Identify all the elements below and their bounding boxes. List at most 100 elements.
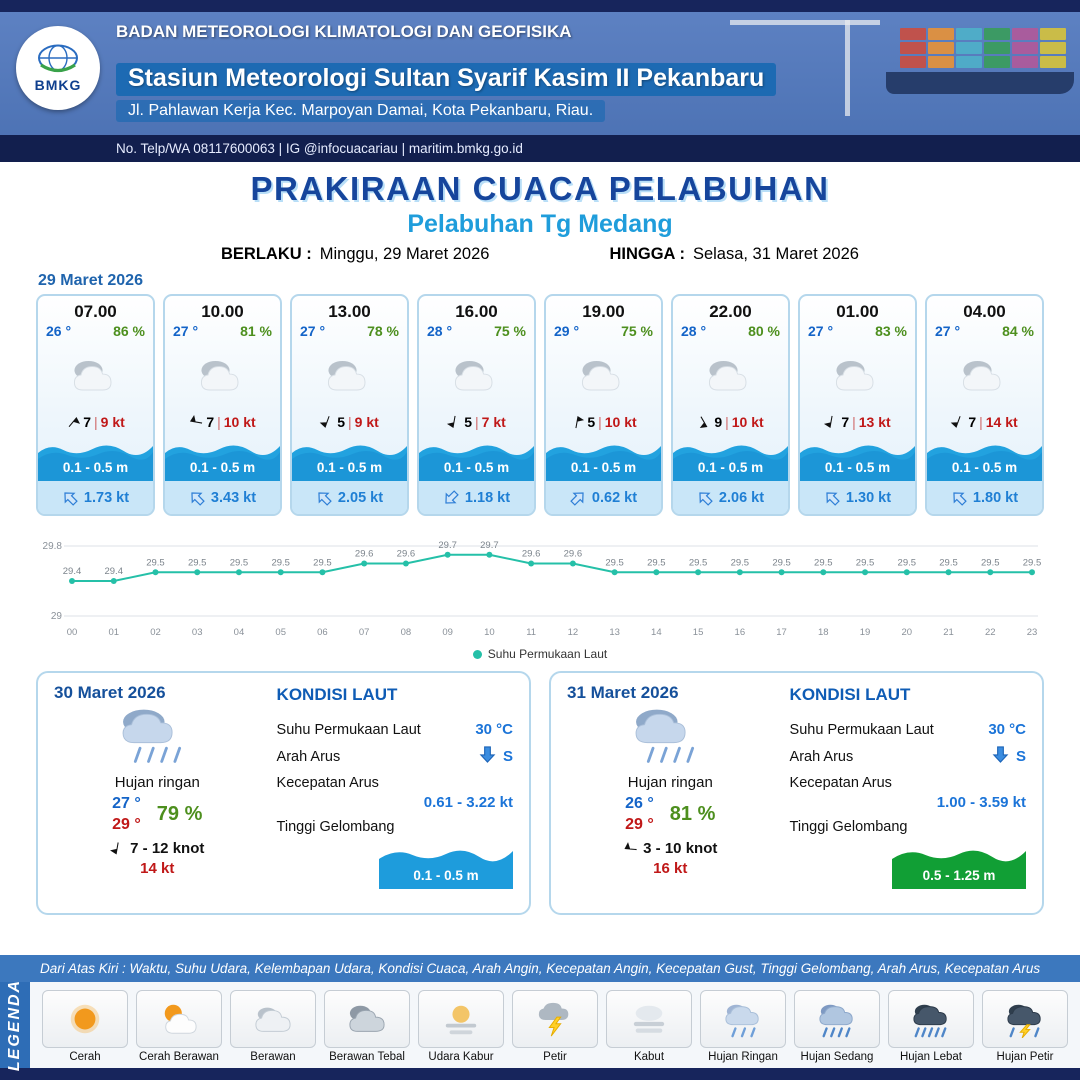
legend-items: Cerah Cerah Berawan Berawan — [30, 982, 1080, 1068]
forecast-card: 16.00 28 ° 75 % 5 | 7 kt 0.1 - 0.5 m 1.1… — [417, 294, 536, 516]
humidity: 86 % — [113, 323, 145, 339]
current-direction-icon — [186, 486, 209, 509]
current-direction-icon — [948, 486, 971, 509]
current-speed: 1.80 kt — [972, 489, 1019, 506]
sea-heading: KONDISI LAUT — [789, 685, 911, 704]
port-name: Pelabuhan Tg Medang — [407, 210, 673, 238]
daily-date: 31 Maret 2026 — [567, 683, 679, 702]
cloudy-icon — [419, 339, 534, 411]
cloudy-icon — [673, 339, 788, 411]
moderate-rain-icon — [794, 990, 880, 1048]
temp-humidity-row: 28 ° 80 % — [673, 323, 788, 339]
storm-icon — [982, 990, 1068, 1048]
wave-height: 0.1 - 0.5 m — [316, 460, 383, 475]
time-label: 07.00 — [74, 302, 117, 321]
svg-text:02: 02 — [150, 627, 161, 638]
cloudy-icon — [38, 339, 153, 411]
wind-row: 5 | 7 kt — [419, 411, 534, 433]
wave-height-band: 0.1 - 0.5 m — [927, 437, 1042, 481]
wave-height-value: 0.1 - 0.5 m — [413, 868, 479, 883]
svg-text:09: 09 — [442, 627, 453, 638]
current-speed: 2.06 kt — [718, 489, 765, 506]
time-label: 04.00 — [963, 302, 1006, 321]
cloudy-icon — [546, 339, 661, 411]
current-direction-value: S — [1015, 748, 1026, 765]
current-direction-icon — [567, 486, 590, 509]
wave-height-band: 0.1 - 0.5 m — [38, 437, 153, 481]
south-arrow-icon — [992, 746, 1009, 767]
valid-from: BERLAKU : Minggu, 29 Maret 2026 — [221, 245, 489, 264]
gust-speed: 9 kt — [354, 414, 379, 430]
current-direction-row: Arah Arus S — [277, 746, 513, 767]
wind-row: 7 | 9 kt — [38, 411, 153, 433]
sea-heading: KONDISI LAUT — [276, 685, 398, 704]
humidity: 78 % — [367, 323, 399, 339]
forecast-card: 22.00 28 ° 80 % 9 | 10 kt 0.1 - 0.5 m 2.… — [671, 294, 790, 516]
port-illustration — [0, 12, 1080, 162]
legend-item: Hujan Petir — [980, 990, 1070, 1063]
wind-row: 7 | 10 kt — [165, 411, 280, 433]
humidity: 75 % — [621, 323, 653, 339]
validity-row: BERLAKU : Minggu, 29 Maret 2026 HINGGA : S… — [0, 245, 1080, 264]
sst-row: Suhu Permukaan Laut 30 °C — [790, 721, 1026, 738]
wave-height: 0.1 - 0.5 m — [951, 460, 1018, 475]
wind-row: 5 | 9 kt — [292, 411, 407, 433]
wind-row: 7 - 12 knot — [110, 840, 204, 857]
svg-text:29.5: 29.5 — [271, 557, 290, 568]
wave-height: 0.1 - 0.5 m — [697, 460, 764, 475]
air-temp: 27 ° — [935, 323, 961, 339]
air-temp: 28 ° — [681, 323, 707, 339]
current-direction-value: S — [502, 748, 513, 765]
humidity: 83 % — [875, 323, 907, 339]
wind-speed: 7 — [83, 414, 92, 430]
wave-height: 0.1 - 0.5 m — [62, 460, 129, 475]
forecast-card: 19.00 29 ° 75 % 5 | 10 kt 0.1 - 0.5 m 0.… — [544, 294, 663, 516]
temp-humidity-row: 28 ° 75 % — [419, 323, 534, 339]
forecast-card: 10.00 27 ° 81 % 7 | 10 kt 0.1 - 0.5 m 3.… — [163, 294, 282, 516]
wind-row: 9 | 10 kt — [673, 411, 788, 433]
wind-range: 7 - 12 knot — [130, 840, 205, 857]
svg-text:29.5: 29.5 — [731, 557, 750, 568]
wave-height-label: Tinggi Gelombang — [276, 819, 395, 835]
wind-range: 3 - 10 knot — [643, 840, 718, 857]
sst-chart-section: 29.8 29 29.4 00 29.4 01 29.5 02 29.5 03 29.5 04 29.5… — [36, 526, 1044, 661]
current-speed-value: 0.61 - 3.22 kt — [423, 794, 513, 811]
air-temp: 27 ° — [173, 323, 199, 339]
wind-speed: 9 — [714, 414, 723, 430]
wind-direction-icon — [446, 414, 462, 430]
sst-value: 30 °C — [988, 721, 1026, 738]
current-direction-icon — [59, 486, 82, 509]
wave-height-value: 0.5 - 1.25 m — [922, 868, 996, 883]
wave-height-band: 0.1 - 0.5 m — [673, 437, 788, 481]
svg-text:01: 01 — [108, 627, 119, 638]
current-row: 2.06 kt — [673, 481, 788, 514]
svg-text:29.5: 29.5 — [605, 557, 624, 568]
air-temp: 27 ° — [300, 323, 326, 339]
temp-min: 26 ° — [625, 795, 654, 812]
current-speed: 3.43 kt — [210, 489, 257, 506]
bottom-strip — [0, 1068, 1080, 1080]
current-speed-label: Kecepatan Arus — [276, 775, 379, 791]
cloudy-icon — [800, 339, 915, 411]
chart-legend: Suhu Permukaan Laut — [36, 647, 1044, 661]
wave-height-band: 0.1 - 0.5 m — [165, 437, 280, 481]
chart-legend-label: Suhu Permukaan Laut — [487, 647, 608, 661]
svg-text:29.7: 29.7 — [438, 540, 457, 551]
agency-name: BADAN METEOROLOGI KLIMATOLOGI DAN GEOFIS… — [116, 22, 572, 41]
wind-speed: 5 — [337, 414, 346, 430]
current-direction-icon — [313, 486, 336, 509]
wind-direction-icon — [823, 414, 839, 430]
legend-item: Petir — [510, 990, 600, 1063]
legend-info-bar: Dari Atas Kiri : Waktu, Suhu Udara, Kele… — [0, 955, 1080, 982]
svg-text:29.6: 29.6 — [522, 549, 541, 560]
bmkg-logo: BMKG — [16, 26, 100, 110]
svg-text:19: 19 — [860, 627, 871, 638]
wind-direction-icon — [569, 414, 585, 430]
legend-item: Udara Kabur — [416, 990, 506, 1063]
svg-text:04: 04 — [234, 627, 245, 638]
svg-text:29.5: 29.5 — [146, 557, 165, 568]
wind-direction-icon — [695, 412, 714, 431]
sun-cloud-icon — [136, 990, 222, 1048]
station-name: Stasiun Meteorologi Sultan Syarif Kasim … — [116, 63, 777, 96]
wave-height-row: Tinggi Gelombang — [277, 819, 513, 835]
